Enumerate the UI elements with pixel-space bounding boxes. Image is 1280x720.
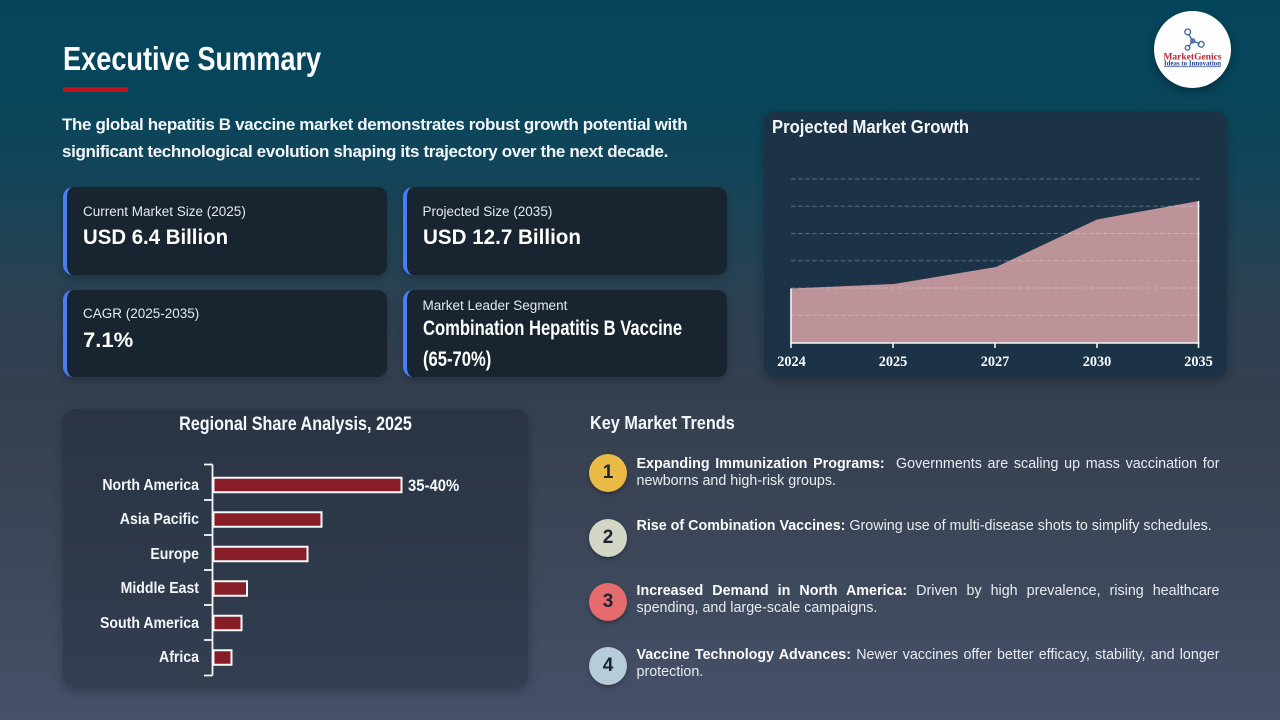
- svg-text:MarketGenics: MarketGenics: [1163, 53, 1221, 63]
- svg-text:Ideas to Innovation: Ideas to Innovation: [1164, 60, 1221, 67]
